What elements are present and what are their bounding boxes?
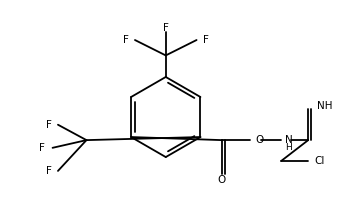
Text: H: H xyxy=(285,143,292,152)
Text: F: F xyxy=(123,35,129,45)
Text: F: F xyxy=(46,120,52,130)
Text: F: F xyxy=(163,23,169,33)
Text: F: F xyxy=(46,166,52,176)
Text: O: O xyxy=(218,175,226,185)
Text: F: F xyxy=(39,143,45,153)
Text: O: O xyxy=(256,135,264,145)
Text: N: N xyxy=(285,135,293,145)
Text: NH: NH xyxy=(317,101,333,111)
Text: F: F xyxy=(203,35,209,45)
Text: Cl: Cl xyxy=(314,156,325,166)
